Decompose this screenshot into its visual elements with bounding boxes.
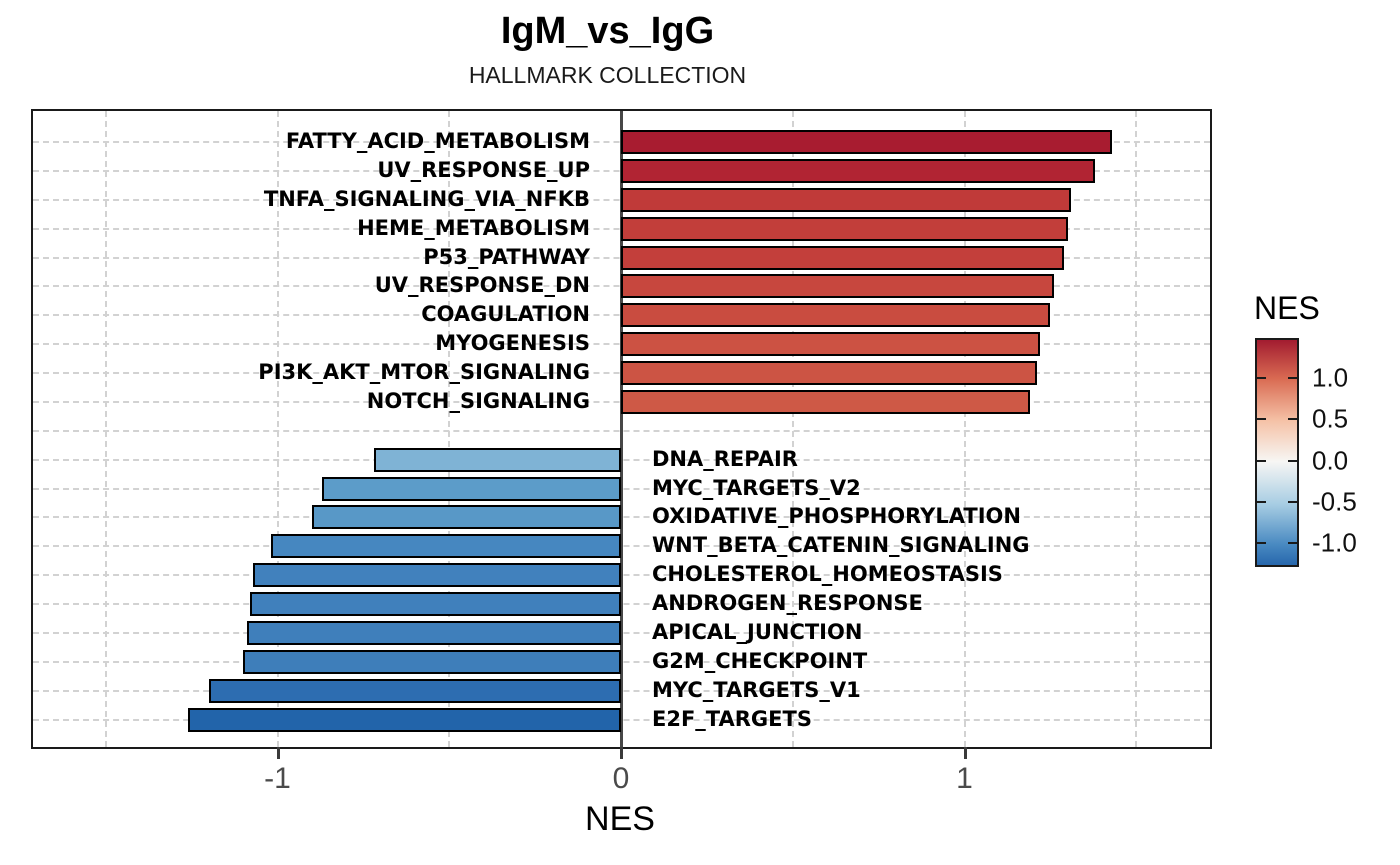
x-axis-tick — [620, 747, 623, 759]
colorbar-tick-label: -1.0 — [1312, 527, 1357, 558]
vertical-gridline — [1135, 111, 1138, 747]
nes-bar — [373, 447, 621, 472]
pathway-label: P53_PATHWAY — [423, 244, 590, 269]
colorbar-tick-right — [1288, 418, 1297, 421]
colorbar-tick-label: 1.0 — [1312, 362, 1349, 393]
x-axis-tick — [963, 747, 967, 759]
nes-bar — [621, 274, 1054, 299]
nes-bar — [621, 303, 1051, 328]
nes-bar — [621, 389, 1030, 414]
nes-bar — [621, 130, 1113, 154]
nes-bar — [253, 563, 621, 588]
pathway-label: UV_RESPONSE_DN — [374, 273, 590, 298]
pathway-label: MYOGENESIS — [435, 331, 590, 356]
nes-bar — [270, 534, 621, 559]
vertical-gridline — [791, 111, 794, 747]
colorbar-tick-right — [1288, 459, 1297, 462]
vertical-gridline — [963, 111, 966, 747]
pathway-label: TNFA_SIGNALING_VIA_NFKB — [263, 186, 590, 211]
nes-bar — [322, 476, 621, 501]
nes-bar — [621, 361, 1037, 385]
x-axis-tick-label: 0 — [612, 762, 630, 795]
x-axis-title: NES — [585, 800, 655, 838]
pathway-label: MYC_TARGETS_V2 — [652, 475, 861, 500]
colorbar-tick-left — [1257, 501, 1266, 504]
plot-panel: FATTY_ACID_METABOLISM UV_RESPONSE_UP TNFA_… — [31, 109, 1212, 749]
vertical-gridline — [448, 111, 451, 747]
nes-bar — [621, 332, 1041, 357]
chart-title: IgM_vs_IgG — [500, 10, 715, 52]
colorbar-tick-left — [1257, 418, 1266, 421]
pathway-label: APICAL_JUNCTION — [652, 619, 863, 644]
colorbar-tick-left — [1257, 542, 1266, 545]
nes-bar — [243, 649, 621, 674]
pathway-label: MYC_TARGETS_V1 — [652, 677, 861, 702]
nes-bar — [188, 707, 621, 732]
colorbar-tick-right — [1288, 377, 1297, 380]
nes-bar — [621, 216, 1068, 241]
pathway-label: E2F_TARGETS — [652, 706, 812, 731]
zero-line — [620, 111, 623, 747]
pathway-label: CHOLESTEROL_HOMEOSTASIS — [652, 562, 1003, 587]
pathway-label: UV_RESPONSE_UP — [377, 157, 590, 182]
pathway-label: HEME_METABOLISM — [357, 215, 590, 240]
legend-colorbar — [1255, 338, 1299, 567]
pathway-label: OXIDATIVE_PHOSPHORYLATION — [652, 504, 1021, 529]
pathway-label: ANDROGEN_RESPONSE — [652, 591, 923, 616]
colorbar-tick-label: -0.5 — [1312, 486, 1357, 517]
nes-bar — [621, 245, 1065, 270]
nes-bar — [621, 187, 1071, 212]
nes-bar — [621, 158, 1096, 183]
vertical-gridline — [276, 111, 279, 747]
colorbar-tick-label: 0.5 — [1312, 403, 1349, 434]
legend-title: NES — [1254, 290, 1320, 326]
x-axis-tick — [276, 747, 280, 759]
x-axis-tick-label: -1 — [264, 762, 291, 795]
pathway-label: COAGULATION — [421, 302, 590, 327]
vertical-gridline — [104, 111, 107, 747]
nes-bar — [250, 592, 621, 616]
pathway-label: FATTY_ACID_METABOLISM — [285, 129, 590, 154]
pathway-label: PI3K_AKT_MTOR_SIGNALING — [258, 360, 590, 385]
pathway-label: WNT_BETA_CATENIN_SIGNALING — [652, 533, 1030, 558]
nes-bar — [311, 505, 621, 530]
colorbar-tick-left — [1257, 459, 1266, 462]
x-axis-tick-label: 1 — [956, 762, 973, 795]
pathway-label: NOTCH_SIGNALING — [366, 388, 590, 413]
nes-bar — [246, 620, 621, 645]
pathway-label: G2M_CHECKPOINT — [652, 648, 868, 673]
colorbar-tick-right — [1288, 542, 1297, 545]
pathway-label: DNA_REPAIR — [652, 446, 798, 471]
nes-bar — [208, 678, 621, 703]
colorbar-tick-right — [1288, 501, 1297, 504]
colorbar-tick-left — [1257, 377, 1266, 380]
chart-subtitle: HALLMARK COLLECTION — [468, 62, 747, 88]
colorbar-tick-label: 0.0 — [1312, 445, 1349, 476]
